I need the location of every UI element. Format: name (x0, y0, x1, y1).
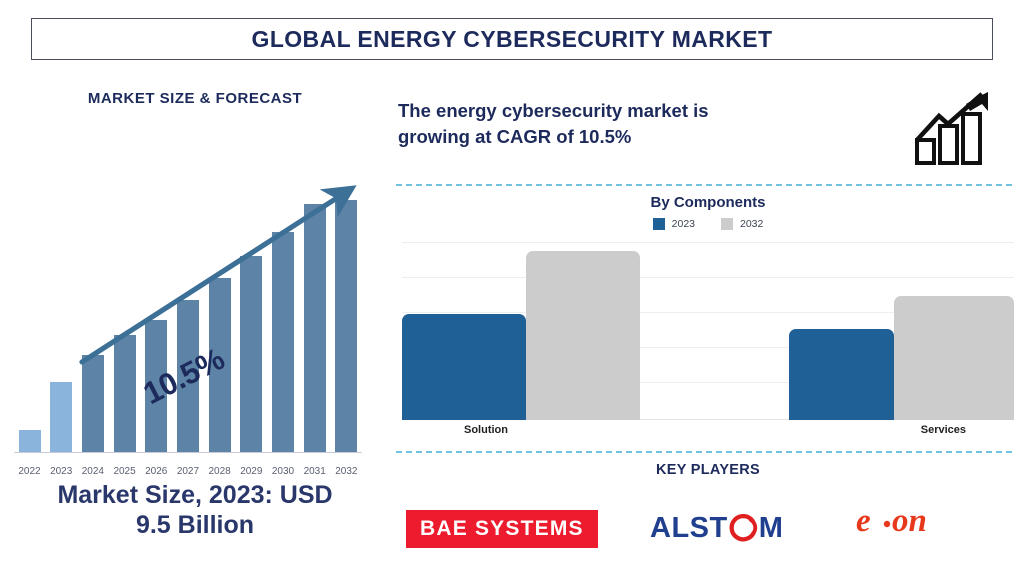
bar-group-services (726, 242, 1014, 420)
x-tick-label: 2029 (240, 466, 263, 477)
logo-bae-systems-text: BAE SYSTEMS (420, 517, 584, 540)
logo-alstom-ring-icon (729, 514, 758, 543)
bar-2023[interactable] (50, 382, 73, 452)
key-players-title: KEY PLAYERS (655, 462, 761, 478)
components-category-labels: Solution Services (402, 424, 1014, 436)
bar-slot (299, 182, 330, 452)
bar-2024[interactable] (81, 355, 104, 452)
legend-label-2032: 2032 (740, 218, 764, 230)
headline: The energy cybersecurity market is growi… (398, 98, 828, 151)
market-size-panel: MARKET SIZE & FORECAST 2022 2023 2024 (0, 90, 390, 576)
logo-alstom-text-first: ALST (650, 512, 728, 544)
x-tick-label: 2028 (208, 466, 231, 477)
bar-2025[interactable] (113, 335, 136, 452)
bar-2031[interactable] (303, 204, 326, 452)
logo-eon-text: e (856, 503, 871, 539)
divider-bottom (396, 451, 1012, 453)
logo-bae-systems[interactable]: BAE SYSTEMS (406, 510, 598, 548)
divider-top (396, 184, 1012, 186)
caption-line-2: 9.5 Billion (135, 511, 255, 539)
legend-item-2032[interactable]: 2032 (721, 218, 763, 230)
components-chart-title: By Components (650, 194, 766, 211)
logo-eon[interactable]: e on (854, 500, 954, 544)
headline-line-2: growing at CAGR of 10.5% (398, 126, 632, 148)
key-players-logos: BAE SYSTEMS ALST M e on (392, 498, 1024, 568)
logo-alstom[interactable]: ALST M (650, 512, 783, 545)
x-tick-label: 2030 (271, 466, 295, 477)
logo-alstom-text-last: M (758, 512, 784, 544)
x-axis-line (14, 451, 362, 453)
gridline (402, 312, 1014, 313)
bar-slot (172, 182, 203, 452)
bar-slot (109, 182, 140, 452)
gridline (402, 242, 1014, 243)
gridline (402, 382, 1014, 383)
bar-group-solution (402, 242, 690, 420)
x-axis-labels: 2022 2023 2024 2025 2026 2027 2028 2029 … (14, 466, 362, 477)
bar-slot (236, 182, 267, 452)
bar-slot (141, 182, 172, 452)
headline-line-1: The energy cybersecurity market is (398, 100, 709, 121)
x-tick-label: 2027 (176, 466, 200, 477)
legend-item-2023[interactable]: 2023 (652, 218, 695, 230)
market-size-bars (14, 182, 362, 452)
bar-slot (204, 182, 235, 452)
x-tick-label: 2025 (113, 466, 136, 477)
bar-2022[interactable] (18, 430, 41, 452)
bar-solution-2032[interactable] (526, 251, 640, 420)
x-tick-label: 2023 (50, 466, 73, 477)
caption-line-1: Market Size, 2023: USD (57, 481, 333, 509)
x-tick-label: 2032 (335, 466, 358, 477)
bar-2032[interactable] (335, 200, 358, 452)
bar-slot (77, 182, 108, 452)
components-bar-groups (402, 242, 1014, 420)
category-label-solution: Solution (464, 424, 508, 436)
legend-label-2023: 2023 (671, 218, 695, 230)
logo-eon-dot-icon (883, 520, 891, 528)
right-panel: The energy cybersecurity market is growi… (392, 90, 1024, 576)
page-title: GLOBAL ENERGY CYBERSECURITY MARKET (251, 25, 773, 52)
components-plot-area (402, 242, 1014, 420)
bar-slot (46, 182, 77, 452)
bar-2029[interactable] (240, 256, 263, 452)
x-tick-label: 2026 (145, 466, 168, 477)
bar-services-2023[interactable] (789, 329, 894, 420)
gridline (402, 277, 1014, 278)
components-legend: 2023 2032 (392, 218, 1024, 230)
bar-2030[interactable] (272, 232, 294, 452)
title-box: GLOBAL ENERGY CYBERSECURITY MARKET (31, 18, 993, 60)
bar-solution-2023[interactable] (402, 314, 526, 420)
bar-services-2032[interactable] (894, 296, 1014, 420)
x-tick-label: 2022 (18, 466, 41, 477)
category-label-services: Services (920, 424, 966, 436)
market-size-heading: MARKET SIZE & FORECAST (87, 90, 303, 107)
x-tick-label: 2024 (81, 466, 104, 477)
x-tick-label: 2031 (303, 466, 326, 477)
growth-chart-icon (915, 92, 988, 165)
bar-slot (268, 182, 299, 452)
components-baseline (402, 419, 1014, 420)
legend-swatch-2023 (652, 218, 665, 230)
gridline (402, 347, 1014, 348)
bar-slot (331, 182, 362, 452)
bar-slot (14, 182, 45, 452)
legend-swatch-2032 (721, 218, 733, 230)
logo-eon-text-on: on (892, 503, 927, 539)
market-size-caption: Market Size, 2023: USD 9.5 Billion (0, 480, 390, 540)
